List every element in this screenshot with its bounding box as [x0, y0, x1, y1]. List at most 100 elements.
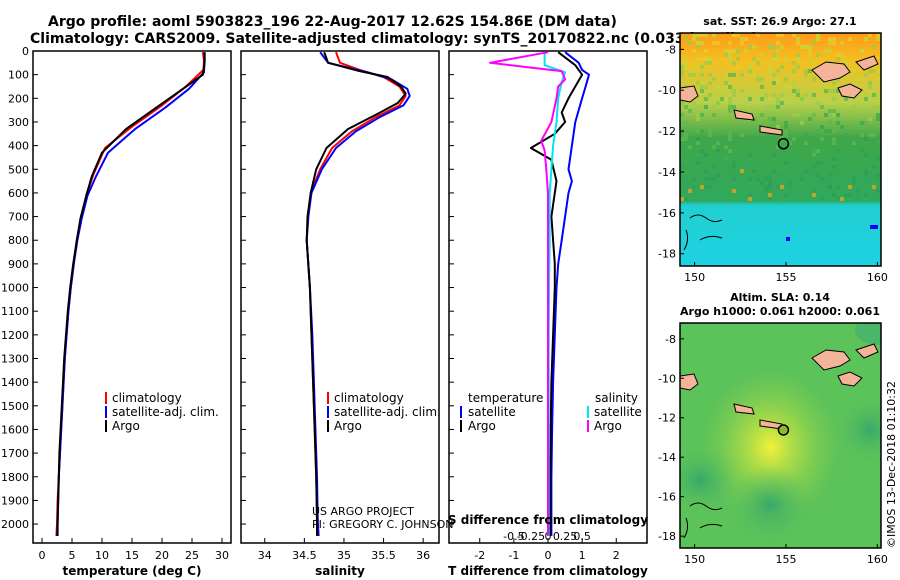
sst-pixel	[852, 105, 856, 109]
sst-pixel	[696, 33, 700, 37]
reef-outline	[689, 502, 723, 511]
sst-pixel	[704, 169, 708, 173]
x2-tick-label: -0.5	[503, 530, 524, 543]
depth-tick-label: 1000	[1, 282, 29, 295]
sst-pixel	[784, 157, 788, 161]
sst-pixel	[792, 61, 796, 65]
sst-pixel	[688, 41, 692, 45]
sst-pixel	[748, 45, 752, 49]
legend-salinity-title: salinity	[595, 391, 638, 405]
sst-pixel	[792, 89, 796, 93]
sst-pixel	[812, 153, 816, 157]
series-line-temperature-argo	[529, 51, 584, 536]
sla-low-anomaly	[680, 445, 740, 515]
reef-outline	[689, 214, 723, 223]
sst-pixel	[768, 97, 772, 101]
sst-pixel	[804, 69, 808, 73]
sst-pixel	[732, 165, 736, 169]
sst-pixel	[704, 85, 708, 89]
sst-pixel	[704, 97, 708, 101]
depth-tick-label: 1700	[1, 447, 29, 460]
lon-tick-label: 155	[775, 553, 796, 566]
sst-pixel	[740, 89, 744, 93]
sst-pixel	[688, 189, 692, 193]
sst-pixel	[876, 33, 880, 37]
sst-pixel	[812, 177, 816, 181]
sst-pixel	[760, 153, 764, 157]
sst-pixel	[748, 69, 752, 73]
sst-pixel	[828, 173, 832, 177]
x-tick-label: -1	[508, 549, 519, 562]
sst-pixel	[728, 153, 732, 157]
sla-float-marker	[777, 424, 790, 436]
sst-pixel	[756, 77, 760, 81]
sst-pixel	[732, 33, 736, 37]
sst-pixel	[724, 85, 728, 89]
sst-pixel	[820, 105, 824, 109]
sst-pixel	[868, 85, 872, 89]
sst-pixel	[768, 177, 772, 181]
sst-pixel	[768, 69, 772, 73]
sst-pixel	[712, 177, 716, 181]
series-line-temperature-satellite	[550, 51, 590, 536]
sst-pixel	[792, 81, 796, 85]
sst-pixel	[800, 45, 804, 49]
sst-pixel	[772, 93, 776, 97]
sst-pixel	[816, 33, 820, 37]
sst-pixel	[828, 89, 832, 93]
sst-pixel	[780, 65, 784, 69]
sst-pixel	[828, 121, 832, 125]
sst-pixel	[816, 37, 820, 41]
sst-pixel	[728, 49, 732, 53]
sst-blue-pixel	[786, 237, 790, 241]
sst-pixel	[860, 121, 864, 125]
sst-pixel	[724, 185, 728, 189]
sla-map-title-line2: Argo h1000: 0.061 h2000: 0.061	[680, 305, 880, 318]
sst-pixel	[844, 97, 848, 101]
depth-tick-label: 1600	[1, 423, 29, 436]
sst-pixel	[780, 33, 784, 37]
x-tick-label: 2	[613, 549, 620, 562]
sst-pixel	[704, 181, 708, 185]
sst-pixel	[736, 137, 740, 141]
sst-pixel	[760, 97, 764, 101]
sst-pixel	[848, 37, 852, 41]
sst-pixel	[776, 97, 780, 101]
sst-pixel	[872, 173, 876, 177]
sst-map-axes: -8 -10 -12 -14 -16 -18 150 155 160	[658, 43, 888, 284]
sst-pixel	[812, 41, 816, 45]
sst-pixel	[832, 137, 836, 141]
sst-pixel	[784, 133, 788, 137]
depth-tick-label: 600	[8, 187, 29, 200]
sst-pixel	[708, 73, 712, 77]
depth-tick-label: 200	[8, 92, 29, 105]
sst-pixel	[872, 69, 876, 73]
sst-pixel	[728, 137, 732, 141]
sst-pixel	[772, 177, 776, 181]
sst-pixel	[864, 121, 868, 125]
sla-map-frame	[679, 322, 882, 549]
sst-pixel	[772, 73, 776, 77]
sst-pixel	[792, 69, 796, 73]
coastline-shape	[680, 85, 699, 103]
sst-pixel	[728, 57, 732, 61]
x-tick-label: 20	[155, 549, 169, 562]
sst-pixel	[784, 193, 788, 197]
sst-pixel	[828, 161, 832, 165]
sst-pixel	[704, 105, 708, 109]
sst-pixel	[800, 177, 804, 181]
sst-pixel	[692, 73, 696, 77]
sst-pixel	[704, 33, 708, 37]
sst-pixel	[864, 137, 868, 141]
sst-pixel	[688, 109, 692, 113]
sst-pixel	[776, 101, 780, 105]
sst-pixel	[768, 65, 772, 69]
x-tick-label: 34.5	[292, 549, 317, 562]
figure-title-line2: Climatology: CARS2009. Satellite-adjuste…	[30, 31, 758, 47]
lat-tick-label: -12	[658, 412, 676, 425]
sst-pixel	[740, 169, 744, 173]
sst-pixel	[796, 41, 800, 45]
sst-pixel	[772, 81, 776, 85]
sst-pixel	[804, 93, 808, 97]
depth-tick-label: 1900	[1, 494, 29, 507]
